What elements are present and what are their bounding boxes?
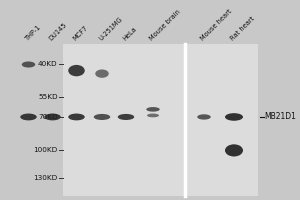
Ellipse shape <box>197 114 211 120</box>
Ellipse shape <box>225 113 243 121</box>
Text: 55KD: 55KD <box>38 94 58 100</box>
Ellipse shape <box>146 107 160 112</box>
Text: HeLa: HeLa <box>122 26 138 42</box>
Text: 100KD: 100KD <box>33 147 58 153</box>
Ellipse shape <box>20 114 37 120</box>
Ellipse shape <box>44 114 61 120</box>
Text: Rat heart: Rat heart <box>230 16 256 42</box>
Text: Mouse brain: Mouse brain <box>149 9 182 42</box>
FancyBboxPatch shape <box>63 44 258 196</box>
Ellipse shape <box>68 114 85 120</box>
Text: 130KD: 130KD <box>33 175 58 181</box>
Text: Mouse heart: Mouse heart <box>200 8 233 42</box>
Text: U-251MG: U-251MG <box>98 16 124 42</box>
Text: 70KD: 70KD <box>38 114 58 120</box>
Ellipse shape <box>94 114 110 120</box>
Ellipse shape <box>22 61 35 68</box>
Ellipse shape <box>95 69 109 78</box>
Text: 40KD: 40KD <box>38 61 58 67</box>
Text: MB21D1: MB21D1 <box>265 112 296 121</box>
Ellipse shape <box>225 144 243 156</box>
Ellipse shape <box>118 114 134 120</box>
Ellipse shape <box>68 65 85 76</box>
Text: MCF7: MCF7 <box>72 25 89 42</box>
Text: DU145: DU145 <box>48 22 68 42</box>
Ellipse shape <box>147 114 159 117</box>
Text: THP-1: THP-1 <box>24 24 42 42</box>
